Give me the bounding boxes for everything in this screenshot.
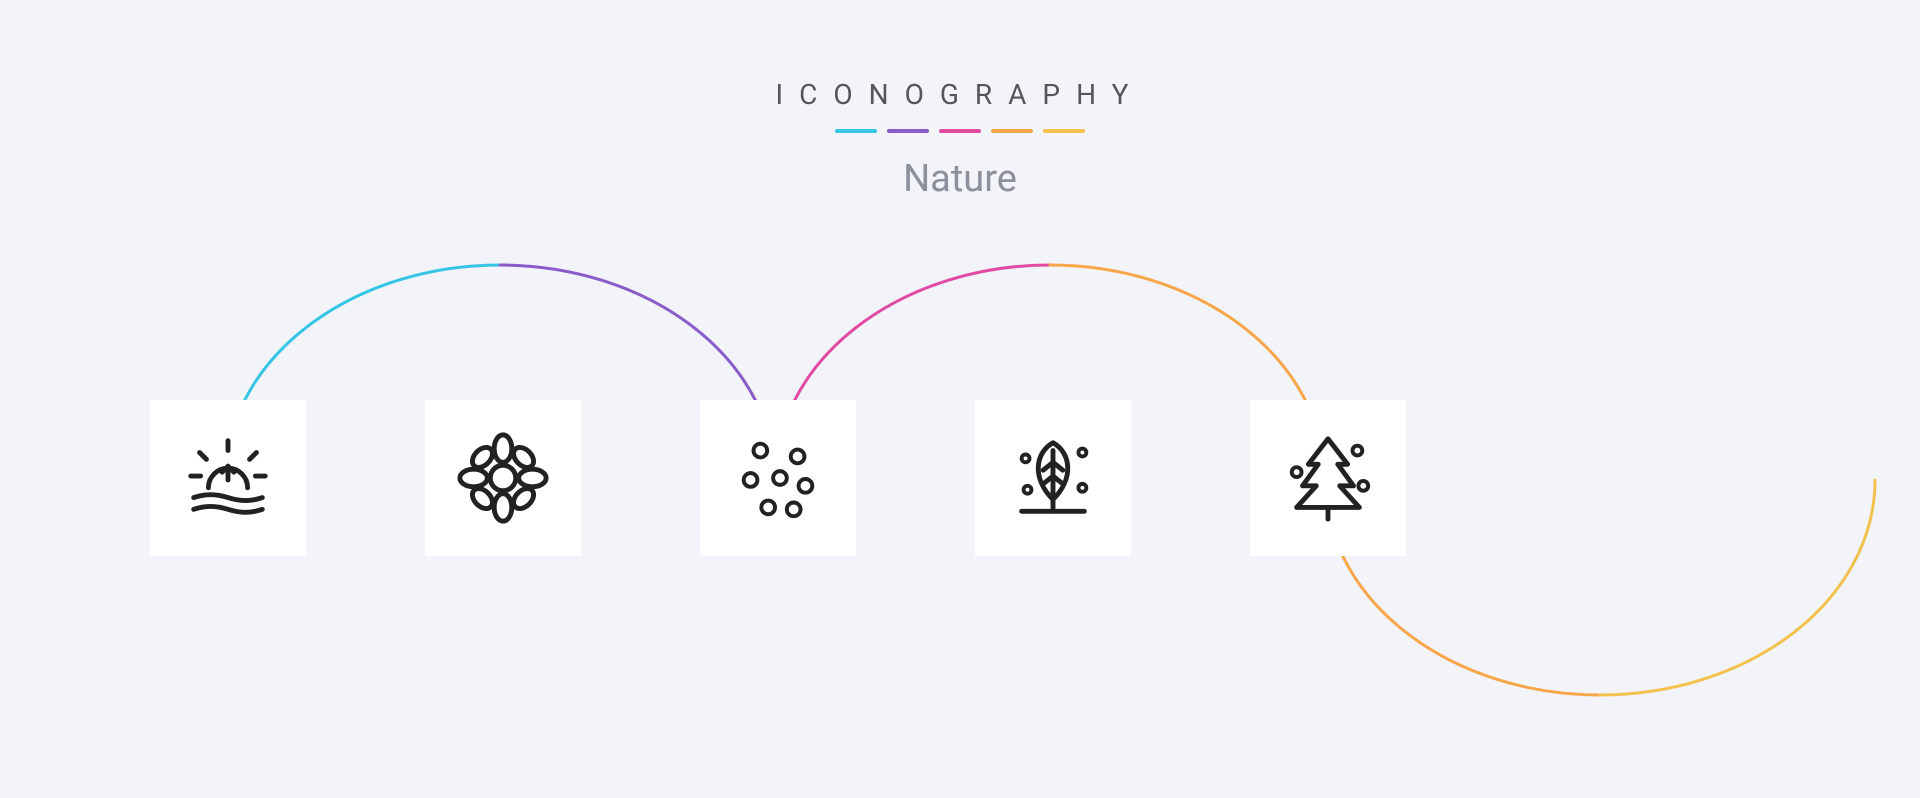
subtitle: Nature (0, 157, 1920, 201)
underline-seg-3 (939, 129, 981, 133)
card-leaf (975, 400, 1131, 556)
card-flower (425, 400, 581, 556)
card-particles (700, 400, 856, 556)
leaf-icon (1004, 429, 1102, 527)
underline-seg-1 (835, 129, 877, 133)
card-pine (1250, 400, 1406, 556)
particles-icon (729, 429, 827, 527)
flower-icon (454, 429, 552, 527)
card-sunrise (150, 400, 306, 556)
icon-row (0, 400, 1920, 580)
underline-seg-4 (991, 129, 1033, 133)
header: ICONOGRAPHY Nature (0, 78, 1920, 201)
underline-row (0, 129, 1920, 133)
header-title: ICONOGRAPHY (0, 78, 1920, 111)
underline-seg-5 (1043, 129, 1085, 133)
underline-seg-2 (887, 129, 929, 133)
sunrise-icon (179, 429, 277, 527)
pine-tree-icon (1279, 429, 1377, 527)
